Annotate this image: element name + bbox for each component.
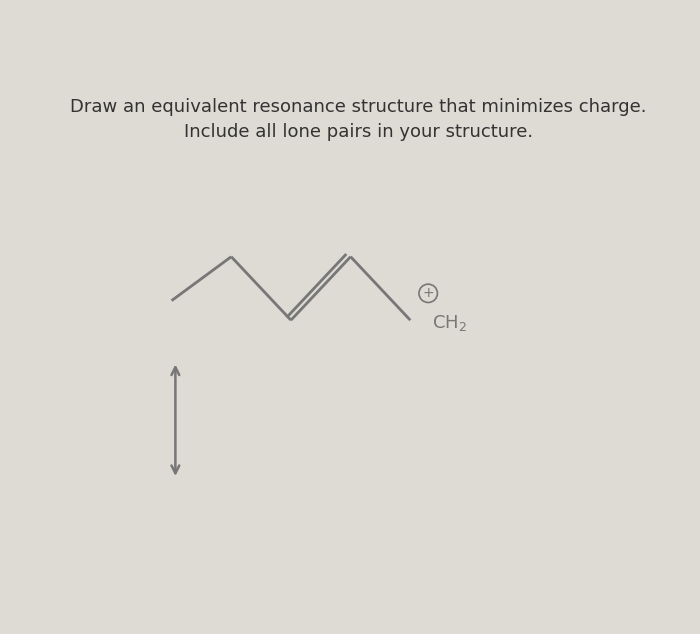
Text: +: + xyxy=(422,287,434,301)
Text: CH$_2$: CH$_2$ xyxy=(432,313,467,333)
Text: Draw an equivalent resonance structure that minimizes charge.
Include all lone p: Draw an equivalent resonance structure t… xyxy=(71,98,647,141)
